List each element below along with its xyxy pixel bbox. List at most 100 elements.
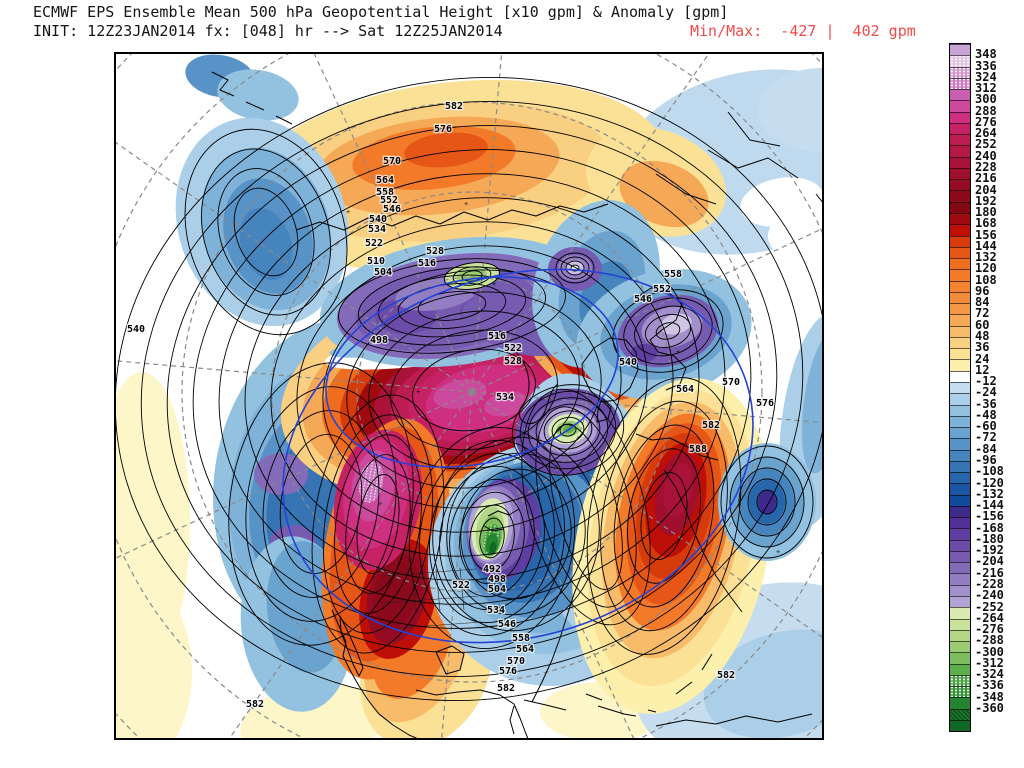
colorbar-tick-label: -168 bbox=[975, 520, 1004, 535]
colorbar-tick-label: 60 bbox=[975, 317, 990, 332]
contour-label: 552 bbox=[653, 284, 671, 295]
anomaly-map-svg: 5825765705645585525465405345225285165105… bbox=[116, 54, 822, 738]
map-frame: 582 576 570 564 558 552 546 540 534 522 528 516 510 5… bbox=[114, 52, 824, 740]
contour-label: 534 bbox=[368, 224, 386, 235]
colorbar-cell bbox=[950, 370, 970, 382]
colorbar-tick-label: 300 bbox=[975, 92, 997, 107]
colorbar-cell bbox=[950, 573, 970, 585]
contour-label: 564 bbox=[376, 175, 394, 186]
colorbar-tick-label: -60 bbox=[975, 419, 997, 434]
colorbar-cell bbox=[950, 156, 970, 168]
colorbar-tick-label: -84 bbox=[975, 441, 997, 456]
colorbar-tick-label: 120 bbox=[975, 261, 997, 276]
contour-label: 576 bbox=[499, 666, 517, 677]
colorbar-cell bbox=[950, 652, 970, 664]
contour-label: 528 bbox=[504, 356, 522, 367]
stipple-mark: + bbox=[776, 548, 780, 556]
contour-label: 498 bbox=[488, 574, 506, 585]
contour-label: 546 bbox=[498, 619, 516, 630]
colorbar-tick-label: 288 bbox=[975, 103, 997, 118]
colorbar-tick-label: 84 bbox=[975, 295, 990, 310]
colorbar-cell bbox=[950, 415, 970, 428]
contour-label: 576 bbox=[434, 124, 452, 135]
colorbar-cell bbox=[950, 596, 970, 608]
colorbar-cell bbox=[950, 100, 970, 112]
stipple-mark: + bbox=[416, 388, 420, 396]
colorbar-tick-label: -216 bbox=[975, 565, 1004, 580]
colorbar-tick-label: 24 bbox=[975, 351, 990, 366]
contour-label: 558 bbox=[376, 187, 394, 198]
colorbar-tick-label: -324 bbox=[975, 667, 1004, 682]
contour-label: 582 bbox=[497, 683, 515, 694]
colorbar-tick-label: 204 bbox=[975, 182, 997, 197]
contour-label: 582 bbox=[717, 670, 735, 681]
colorbar-cell bbox=[950, 528, 970, 540]
colorbar-tick-label: 12 bbox=[975, 362, 990, 377]
contour-label: 498 bbox=[370, 335, 388, 346]
colorbar-tick-label: 144 bbox=[975, 238, 997, 253]
colorbar-cell bbox=[950, 663, 970, 675]
colorbar-tick-label: 264 bbox=[975, 126, 997, 141]
colorbar-cell bbox=[950, 584, 970, 597]
colorbar-cell bbox=[950, 607, 970, 619]
colorbar-cell bbox=[950, 460, 970, 473]
colorbar-tick-label: 48 bbox=[975, 329, 990, 344]
colorbar-cell bbox=[950, 472, 970, 484]
colorbar-cell bbox=[950, 539, 970, 551]
contour-layer bbox=[116, 76, 822, 702]
contour-label: 492 bbox=[483, 564, 501, 575]
colorbar-cell bbox=[950, 122, 970, 135]
colorbar-tick-label: 132 bbox=[975, 250, 997, 265]
contour-label: 588 bbox=[689, 444, 707, 455]
colorbar-tick-label: -180 bbox=[975, 531, 1004, 546]
colorbar-cell bbox=[950, 719, 970, 732]
colorbar-tick-label: -192 bbox=[975, 543, 1004, 558]
colorbar-cell bbox=[950, 686, 970, 698]
colorbar-tick-label: -36 bbox=[975, 396, 997, 411]
stipple-mark: + bbox=[536, 384, 540, 392]
contour-label: 582 bbox=[246, 699, 264, 710]
colorbar-tick-label: -48 bbox=[975, 407, 997, 422]
colorbar-cell bbox=[950, 427, 970, 439]
colorbar-cell bbox=[950, 44, 970, 56]
colorbar-tick-label: 180 bbox=[975, 205, 997, 220]
contour-label: 546 bbox=[634, 294, 652, 305]
colorbar-tick-label: 156 bbox=[975, 227, 997, 242]
colorbar-cell bbox=[950, 134, 970, 146]
colorbar-cell bbox=[950, 179, 970, 191]
colorbar-cell bbox=[950, 224, 970, 236]
colorbar-tick-label: -336 bbox=[975, 678, 1004, 693]
colorbar-cell bbox=[950, 66, 970, 78]
colorbar-tick-label: -108 bbox=[975, 464, 1004, 479]
colorbar-cell bbox=[950, 359, 970, 371]
chart-title: ECMWF EPS Ensemble Mean 500 hPa Geopoten… bbox=[33, 3, 729, 21]
init-forecast-line: INIT: 12Z23JAN2014 fx: [048] hr --> Sat … bbox=[33, 22, 503, 40]
colorbar-cell bbox=[950, 55, 970, 67]
colorbar-tick-label: -72 bbox=[975, 430, 997, 445]
colorbar-cell bbox=[950, 246, 970, 259]
colorbar-tick-label: -144 bbox=[975, 498, 1004, 513]
colorbar-cell bbox=[950, 291, 970, 304]
colorbar-cell bbox=[950, 629, 970, 642]
contour-label: 528 bbox=[426, 246, 444, 257]
colorbar-cell bbox=[950, 381, 970, 394]
colorbar-tick-label: -360 bbox=[975, 700, 1004, 715]
colorbar-cell bbox=[950, 393, 970, 405]
contour-label: 534 bbox=[496, 392, 514, 403]
colorbar-tick-label: 72 bbox=[975, 306, 990, 321]
colorbar-tick-label: -204 bbox=[975, 554, 1004, 569]
colorbar-cell bbox=[950, 325, 970, 337]
colorbar-tick-label: -276 bbox=[975, 622, 1004, 637]
contour-label: 522 bbox=[504, 343, 522, 354]
colorbar-tick-label: 96 bbox=[975, 283, 990, 298]
colorbar-tick-label: 168 bbox=[975, 216, 997, 231]
colorbar-cell bbox=[950, 190, 970, 202]
colorbar-cell bbox=[950, 483, 970, 495]
colorbar-tick-label: 240 bbox=[975, 148, 997, 163]
colorbar-cell bbox=[950, 280, 970, 292]
colorbar-tick-label: 336 bbox=[975, 58, 997, 73]
colorbar-cell bbox=[950, 167, 970, 180]
colorbar-cell bbox=[950, 235, 970, 247]
contour-label: 516 bbox=[488, 331, 506, 342]
